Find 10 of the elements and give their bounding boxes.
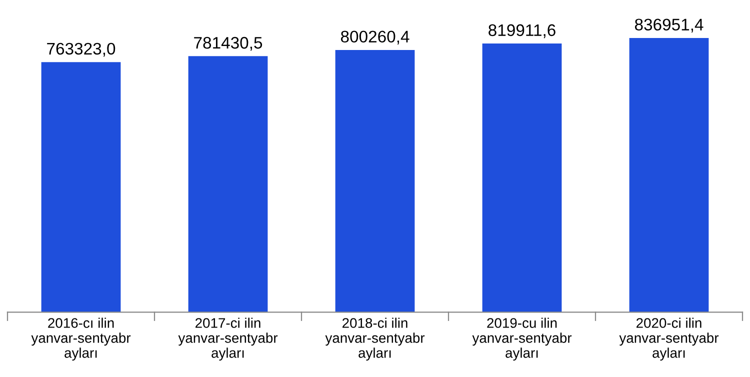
data-label: 763323,0 — [47, 42, 116, 57]
x-tick-label: 2018-ci ilin yanvar-sentyabr ayları — [325, 318, 425, 361]
data-label: 781430,5 — [194, 36, 262, 51]
data-label: 819911,6 — [488, 24, 556, 38]
x-tick-label: 2020-ci ilin yanvar-sentyabr ayları — [619, 318, 719, 361]
data-label: 800260,4 — [340, 30, 410, 44]
x-tick-label: 2019-cu ilin yanvar-sentyabr ayları — [472, 318, 572, 361]
x-tick-label: 2016-cı ilin yanvar-sentyabr ayları — [31, 318, 131, 361]
data-label: 836951,4 — [634, 18, 704, 32]
x-tick-label: 2017-ci ilin yanvar-sentyabr ayları — [178, 318, 278, 361]
